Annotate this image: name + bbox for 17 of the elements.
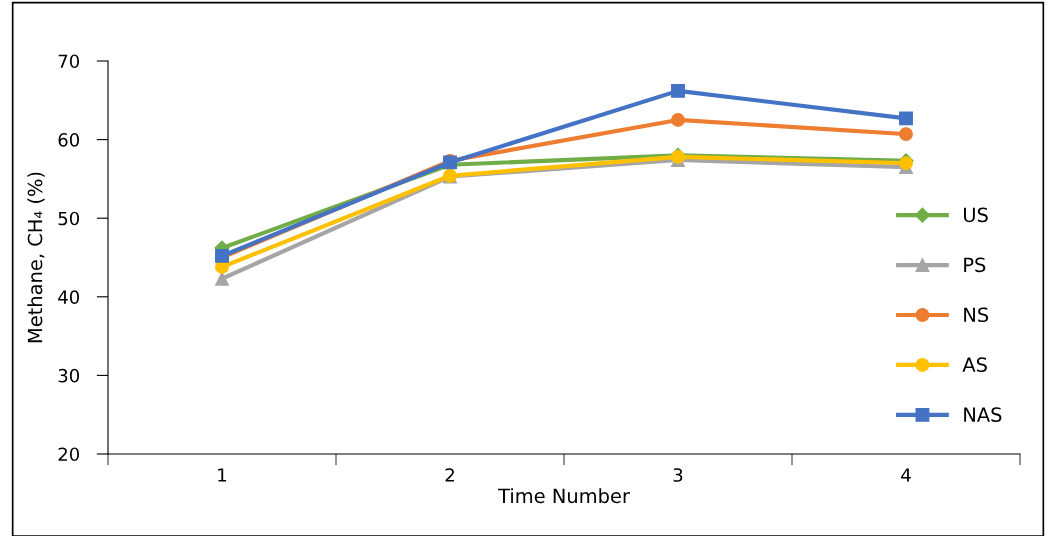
y-axis-title: Methane, CH₄ (%) xyxy=(27,172,45,343)
legend-label: US xyxy=(964,207,988,223)
y-tick-label: 30 xyxy=(58,368,80,383)
legend-label: NS xyxy=(964,307,989,323)
x-tick-label: 4 xyxy=(901,468,911,482)
y-tick-label: 60 xyxy=(58,133,80,147)
y-tick-label: 50 xyxy=(58,211,80,226)
x-tick-label: 3 xyxy=(673,468,683,482)
y-tick-label: 70 xyxy=(58,54,80,69)
x-axis-title: Time Number xyxy=(498,488,630,504)
x-tick-label: 2 xyxy=(445,468,454,482)
y-tick-label: 40 xyxy=(58,290,80,304)
legend-label: PS xyxy=(964,257,986,273)
y-tick-label: 20 xyxy=(58,447,80,462)
legend-label: NAS xyxy=(964,407,1002,422)
legend-label: AS xyxy=(962,357,987,373)
x-tick-label: 1 xyxy=(218,468,227,482)
